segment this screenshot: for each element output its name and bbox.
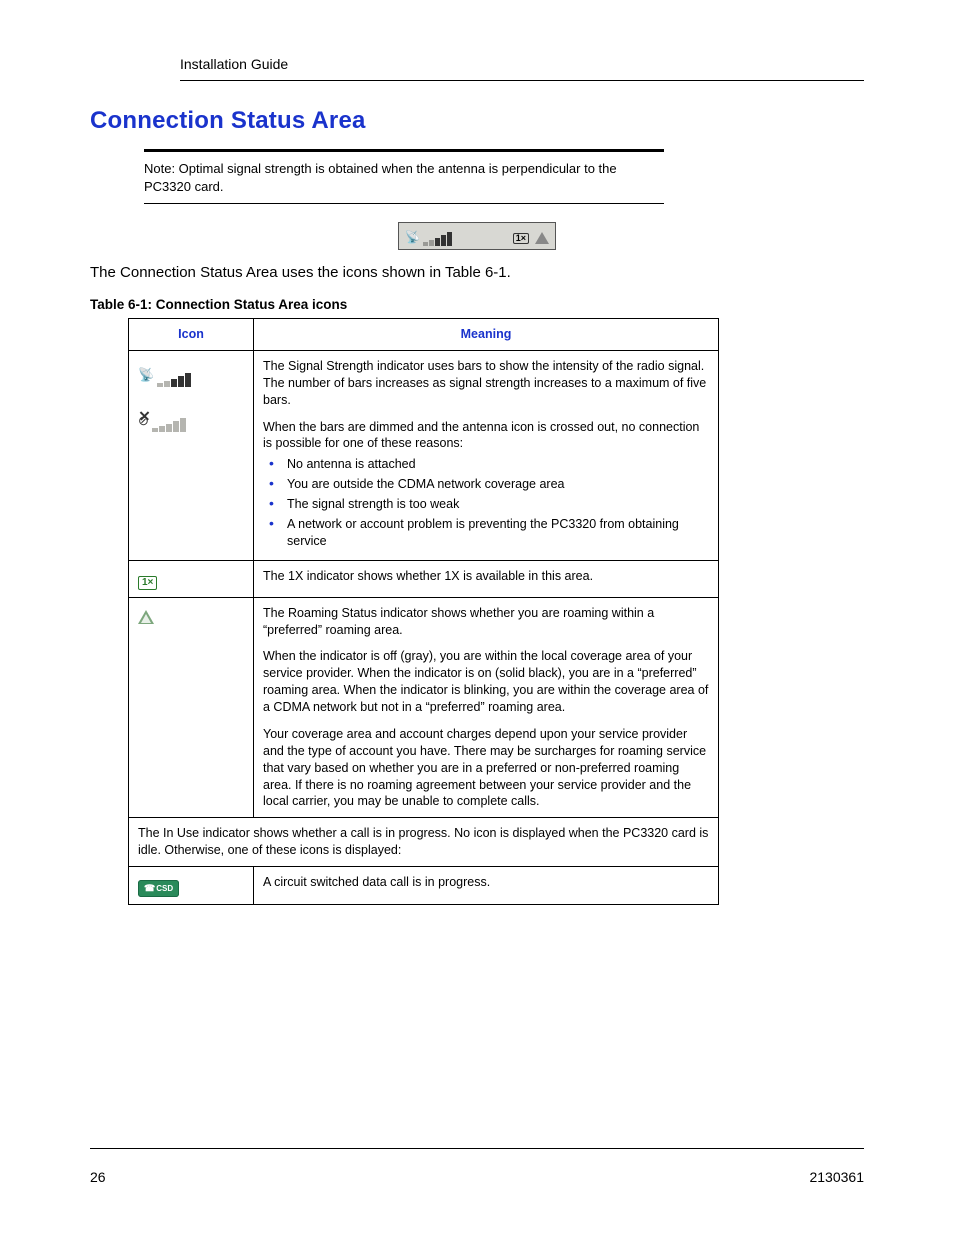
bullet-item: No antenna is attached xyxy=(283,456,709,473)
connection-status-area-image: 📡 1× xyxy=(398,222,556,250)
no-signal-icon: ⊘ xyxy=(138,415,186,433)
table-header-icon: Icon xyxy=(129,319,254,351)
header-rule xyxy=(180,80,864,81)
note-text: Note: Optimal signal strength is obtaine… xyxy=(144,160,664,195)
signal-strength-icon-cell: 📡 ⊘ xyxy=(129,350,254,560)
roaming-p1: The Roaming Status indicator shows wheth… xyxy=(263,605,709,639)
csd-meaning: A circuit switched data call is in progr… xyxy=(254,867,719,905)
bullet-item: A network or account problem is preventi… xyxy=(283,516,709,550)
signal-bar-3 xyxy=(435,238,440,246)
roaming-status-icon xyxy=(138,610,154,624)
roaming-icon xyxy=(535,232,549,244)
in-use-intro: The In Use indicator shows whether a cal… xyxy=(129,818,719,867)
signal-bar-4 xyxy=(441,235,446,246)
roaming-p2: When the indicator is off (gray), you ar… xyxy=(263,648,709,716)
signal-strength-icon: 📡 xyxy=(138,369,191,387)
roaming-meaning: The Roaming Status indicator shows wheth… xyxy=(254,597,719,818)
roaming-p3: Your coverage area and account charges d… xyxy=(263,726,709,810)
note-rule-bottom xyxy=(144,203,664,204)
table-row: 1× The 1X indicator shows whether 1X is … xyxy=(129,560,719,597)
table-caption: Table 6-1: Connection Status Area icons xyxy=(90,297,864,312)
note-block: Note: Optimal signal strength is obtaine… xyxy=(144,149,664,204)
page-footer: 26 2130361 xyxy=(90,1169,864,1185)
signal-bar-1 xyxy=(423,242,428,246)
onex-icon: 1× xyxy=(513,233,529,244)
section-title: Connection Status Area xyxy=(90,107,864,135)
page-number: 26 xyxy=(90,1169,106,1185)
table-header-meaning: Meaning xyxy=(254,319,719,351)
1x-indicator-icon: 1× xyxy=(138,576,157,590)
onex-meaning: The 1X indicator shows whether 1X is ava… xyxy=(254,560,719,597)
signal-p2: When the bars are dimmed and the antenna… xyxy=(263,419,709,453)
connection-status-icons-table: Icon Meaning 📡 xyxy=(128,318,719,905)
table-row: The In Use indicator shows whether a cal… xyxy=(129,818,719,867)
note-rule-top xyxy=(144,149,664,152)
roaming-icon-cell xyxy=(129,597,254,818)
signal-p1: The Signal Strength indicator uses bars … xyxy=(263,358,709,409)
page-header: Installation Guide xyxy=(90,56,864,72)
intro-text: The Connection Status Area uses the icon… xyxy=(90,264,864,281)
signal-bullets: No antenna is attached You are outside t… xyxy=(263,456,709,549)
doc-number: 2130361 xyxy=(809,1169,864,1185)
circuit-switched-data-icon: CSD xyxy=(138,880,179,897)
csd-icon-cell: CSD xyxy=(129,867,254,905)
bullet-item: You are outside the CDMA network coverag… xyxy=(283,476,709,493)
bullet-item: The signal strength is too weak xyxy=(283,496,709,513)
signal-strength-meaning: The Signal Strength indicator uses bars … xyxy=(254,350,719,560)
onex-icon-cell: 1× xyxy=(129,560,254,597)
table-row: The Roaming Status indicator shows wheth… xyxy=(129,597,719,818)
footer-rule xyxy=(90,1148,864,1149)
signal-bar-5 xyxy=(447,232,452,246)
table-row: 📡 ⊘ xyxy=(129,350,719,560)
signal-bar-2 xyxy=(429,240,434,246)
table-row: CSD A circuit switched data call is in p… xyxy=(129,867,719,905)
antenna-icon: 📡 xyxy=(405,230,420,244)
